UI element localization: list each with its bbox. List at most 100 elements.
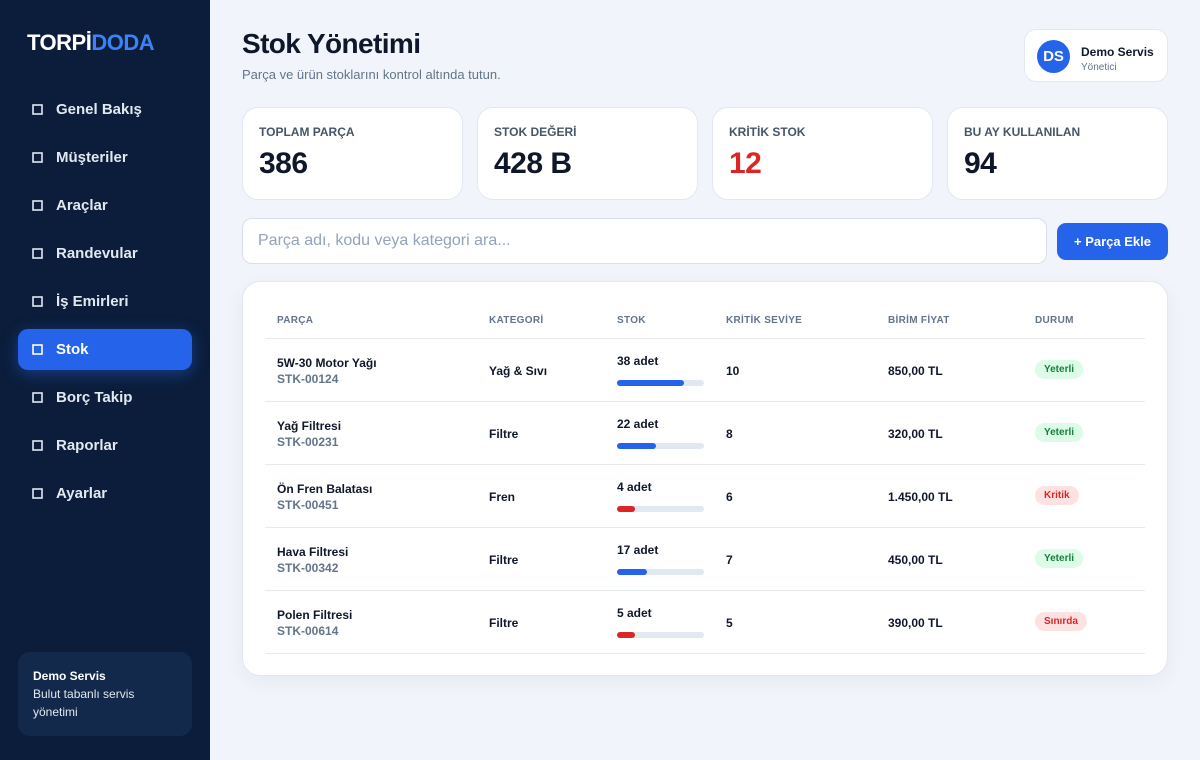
user-card[interactable]: DS Demo Servis Yönetici [1024, 29, 1168, 82]
stat-card: BU AY KULLANILAN 94 [947, 107, 1168, 200]
nav-icon [32, 152, 43, 163]
part-name: Yağ Filtresi [277, 419, 342, 433]
part-name: Ön Fren Balatası [277, 482, 373, 496]
logo-part: DODA [91, 30, 155, 55]
stat-label: STOK DEĞERİ [494, 125, 577, 139]
stock-track [617, 443, 704, 449]
nav-item[interactable]: Raporlar [18, 425, 192, 466]
part-code: STK-00124 [277, 372, 339, 386]
stat-label: KRİTİK STOK [729, 125, 806, 139]
logo[interactable]: TORPİDODA [27, 30, 155, 56]
stat-label: BU AY KULLANILAN [964, 125, 1081, 139]
column-header: PARÇA [277, 315, 314, 326]
nav-item[interactable]: İş Emirleri [18, 281, 192, 322]
nav-icon [32, 248, 43, 259]
part-name: 5W-30 Motor Yağı [277, 356, 377, 370]
nav-icon [32, 440, 43, 451]
logo-part: TORPİ [27, 30, 92, 55]
stock-label: 38 adet [617, 354, 659, 368]
stock-label: 4 adet [617, 480, 652, 494]
column-header: DURUM [1035, 315, 1074, 326]
stat-value: 386 [259, 147, 308, 180]
column-header: BİRİM FİYAT [888, 315, 950, 326]
part-code: STK-00451 [277, 498, 339, 512]
table-row[interactable]: Yağ Filtresi STK-00231 Filtre 22 adet 8 320,0… [265, 401, 1145, 464]
critical-level: 8 [726, 427, 733, 441]
part-code: STK-00342 [277, 561, 339, 575]
nav-item[interactable]: Ayarlar [18, 473, 192, 514]
sidebar-footer: Demo Servis Bulut tabanlı servis yönetimi [18, 652, 192, 736]
nav-item[interactable]: Müşteriler [18, 137, 192, 178]
nav-icon [32, 392, 43, 403]
status-badge: Sınırda [1035, 612, 1087, 631]
stat-label: TOPLAM PARÇA [259, 125, 355, 139]
stat-value: 94 [964, 147, 997, 180]
stock-bar [617, 569, 647, 575]
stat-card: KRİTİK STOK 12 [712, 107, 933, 200]
status-badge: Yeterli [1035, 549, 1084, 568]
stock-track [617, 506, 704, 512]
unit-price: 390,00 TL [888, 616, 943, 630]
category: Fren [489, 490, 516, 504]
nav-item[interactable]: Genel Bakış [18, 89, 192, 130]
stat-card: STOK DEĞERİ 428 B [477, 107, 698, 200]
nav-item[interactable]: Borç Takip [18, 377, 192, 418]
stat-value: 428 B [494, 147, 572, 180]
stock-table: PARÇA KATEGORİ STOK KRİTİK SEVİYE BİRİM FİYA… [242, 281, 1168, 676]
stock-bar [617, 632, 635, 638]
stock-label: 17 adet [617, 543, 659, 557]
stock-track [617, 632, 704, 638]
column-header: KRİTİK SEVİYE [726, 315, 803, 326]
nav-icon [32, 488, 43, 499]
search-input[interactable]: Parça adı, kodu veya kategori ara... [242, 218, 1047, 264]
stat-value: 12 [729, 147, 762, 180]
status-badge: Yeterli [1035, 423, 1084, 442]
sidebar: TORPİDODA Demo Servis Bulut tabanlı servi… [0, 0, 210, 760]
nav-item[interactable]: Randevular [18, 233, 192, 274]
status-badge: Kritik [1035, 486, 1079, 505]
stock-bar [617, 506, 635, 512]
unit-price: 320,00 TL [888, 427, 943, 441]
part-name: Polen Filtresi [277, 608, 353, 622]
category: Filtre [489, 427, 519, 441]
add-button[interactable]: + Parça Ekle [1057, 223, 1168, 260]
nav-icon [32, 344, 43, 355]
critical-level: 7 [726, 553, 733, 567]
nav-item[interactable]: Stok [18, 329, 192, 370]
nav-icon [32, 296, 43, 307]
stock-label: 22 adet [617, 417, 659, 431]
table-row[interactable]: Hava Filtresi STK-00342 Filtre 17 adet 7 450,… [265, 527, 1145, 590]
column-header: STOK [617, 315, 646, 326]
column-header: KATEGORİ [489, 315, 544, 326]
avatar: DS [1037, 40, 1070, 73]
part-code: STK-00231 [277, 435, 339, 449]
unit-price: 450,00 TL [888, 553, 943, 567]
part-name: Hava Filtresi [277, 545, 349, 559]
stock-track [617, 380, 704, 386]
page-subtitle: Parça ve ürün stoklarını kontrol altında… [242, 67, 501, 82]
stock-bar [617, 380, 684, 386]
category: Yağ & Sıvı [489, 364, 548, 378]
category: Filtre [489, 553, 519, 567]
nav-item[interactable]: Araçlar [18, 185, 192, 226]
part-code: STK-00614 [277, 624, 339, 638]
table-row[interactable]: 5W-30 Motor Yağı STK-00124 Yağ & Sıvı 38 ad… [265, 338, 1145, 401]
unit-price: 850,00 TL [888, 364, 943, 378]
critical-level: 6 [726, 490, 733, 504]
user-role: Yönetici [1081, 62, 1117, 73]
footer-title: Demo Servis [33, 669, 106, 683]
stock-track [617, 569, 704, 575]
category: Filtre [489, 616, 519, 630]
critical-level: 10 [726, 364, 740, 378]
table-bottom-border [265, 653, 1145, 654]
stat-card: TOPLAM PARÇA 386 [242, 107, 463, 200]
stock-bar [617, 443, 656, 449]
footer-text: Bulut tabanlı servis yönetimi [33, 687, 135, 719]
stock-label: 5 adet [617, 606, 652, 620]
critical-level: 5 [726, 616, 733, 630]
status-badge: Yeterli [1035, 360, 1084, 379]
nav-icon [32, 200, 43, 211]
table-row[interactable]: Polen Filtresi STK-00614 Filtre 5 adet 5 390,… [265, 590, 1145, 653]
table-row[interactable]: Ön Fren Balatası STK-00451 Fren 4 adet 6 1.45… [265, 464, 1145, 527]
